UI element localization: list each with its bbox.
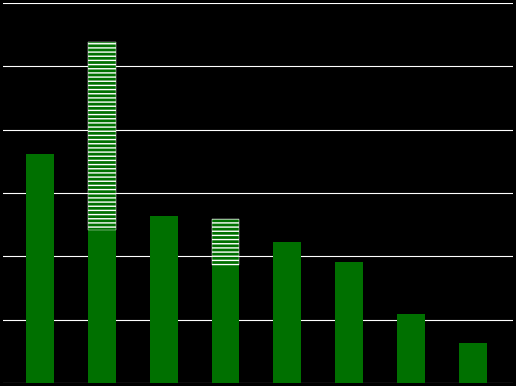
Bar (335, 262, 363, 383)
Bar (212, 265, 239, 383)
Bar (26, 154, 54, 383)
Bar (150, 216, 178, 383)
Bar (273, 242, 301, 383)
Bar (88, 42, 116, 230)
Bar (459, 342, 487, 383)
Bar (212, 219, 239, 265)
Bar (397, 314, 425, 383)
Bar (88, 230, 116, 383)
